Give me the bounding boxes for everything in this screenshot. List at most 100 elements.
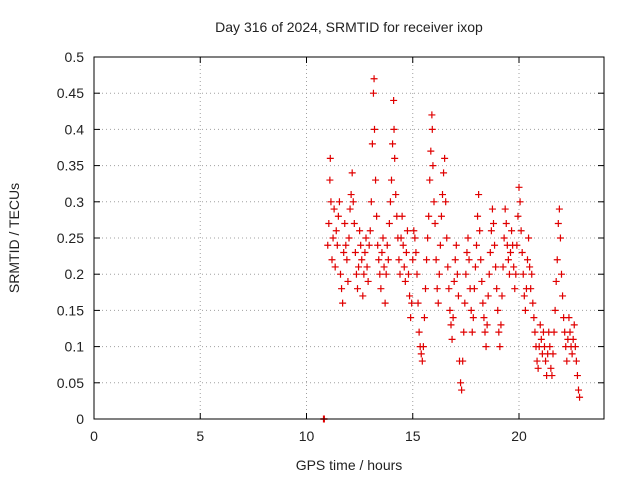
data-point [492,263,500,271]
data-point [453,270,461,278]
data-point [511,285,519,293]
y-axis-ticks: 0 0.05 0.1 0.15 0.2 0.25 0.3 0.35 0.4 0.45 0.5 [57,49,604,427]
data-point [534,364,542,372]
y-tick-label: 0.15 [57,302,84,318]
data-point [359,292,367,300]
data-point [329,234,337,242]
data-point [454,292,462,300]
y-tick-label: 0 [76,411,84,427]
data-point [374,241,382,249]
data-point [434,299,442,307]
data-point [340,248,348,256]
data-point [378,248,386,256]
data-point [519,270,527,278]
data-point [330,205,338,213]
data-point [563,357,571,365]
y-tick-label: 0.2 [65,266,85,282]
data-point [473,241,480,249]
data-point [458,386,466,394]
data-point [436,241,444,249]
data-point [408,299,416,307]
data-point [348,169,356,177]
x-axis-title: GPS time / hours [296,457,403,473]
chart-title: Day 316 of 2024, SRMTID for receiver ixo… [215,19,483,35]
data-point [446,306,454,314]
data-point [495,328,503,336]
data-point [437,212,445,220]
data-point [530,314,538,322]
data-point [498,292,506,300]
data-point [478,277,486,285]
data-point [334,212,342,220]
data-point [425,212,433,220]
data-point [403,227,411,235]
data-point [469,314,477,322]
data-point [428,111,436,119]
y-tick-label: 0.3 [65,194,85,210]
data-point [452,241,460,249]
data-point [442,198,450,206]
data-points [320,75,584,423]
data-point [531,328,539,336]
x-tick-label: 10 [299,428,315,444]
data-point [475,191,483,199]
data-point [553,256,561,264]
data-point [337,270,344,278]
data-point [572,357,580,365]
data-point [343,256,351,264]
data-point [412,248,420,256]
data-point [444,263,452,271]
data-point [576,393,584,401]
data-point [380,263,388,271]
data-point [554,220,562,228]
data-point [410,227,418,235]
data-point [366,227,374,235]
data-point [537,335,545,343]
data-point [493,285,501,293]
data-point [396,270,404,278]
data-point [500,234,508,242]
data-point [526,263,534,271]
data-point [358,256,366,264]
data-point [398,212,406,220]
data-point [481,328,489,336]
data-point [392,191,400,199]
data-point [468,328,476,336]
data-point [332,227,340,235]
data-point [517,227,525,235]
data-point [528,270,536,278]
x-axis-ticks: 0 5 10 15 20 [90,57,527,444]
data-point [406,292,414,300]
data-point [431,220,439,228]
data-point [551,306,559,314]
data-point [487,227,495,235]
data-point [426,176,434,184]
data-point [419,343,427,351]
data-point [542,357,550,365]
data-point [479,299,487,307]
data-point [483,321,491,329]
data-point [384,256,392,264]
data-point [440,169,448,177]
data-point [513,241,521,249]
data-point [385,220,393,228]
data-point [547,364,555,372]
data-point [507,248,514,256]
data-point [429,162,437,170]
data-point [445,285,453,293]
data-point [482,343,490,351]
data-point [428,125,436,133]
data-point [390,125,398,133]
data-point [369,89,377,97]
data-point [502,220,510,228]
data-point [427,147,435,155]
data-point [477,256,485,264]
y-tick-label: 0.05 [57,375,84,391]
data-point [465,256,473,264]
data-point [515,183,523,191]
x-tick-label: 15 [405,428,421,444]
data-point [568,350,576,358]
data-point [569,335,577,343]
data-point [382,270,390,278]
